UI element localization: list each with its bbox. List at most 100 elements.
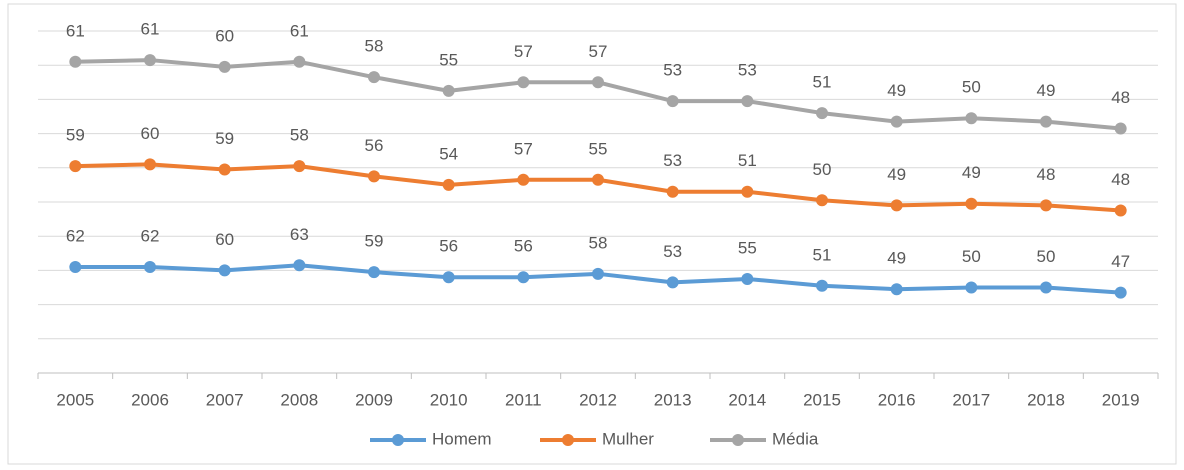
data-label: 55	[439, 50, 458, 69]
x-tick-label: 2006	[131, 390, 169, 409]
point	[1040, 199, 1052, 212]
legend-marker	[392, 434, 404, 446]
x-tick-label: 2018	[1027, 390, 1065, 409]
point	[517, 271, 530, 284]
x-tick-label: 2014	[728, 390, 766, 409]
point	[890, 115, 903, 128]
point	[368, 170, 380, 183]
data-label: 51	[813, 73, 832, 92]
point	[144, 260, 156, 273]
data-label: 57	[589, 42, 608, 61]
x-tick-label: 2007	[206, 390, 244, 409]
x-tick-label: 2010	[430, 390, 468, 409]
data-label: 48	[1111, 88, 1130, 107]
data-label: 47	[1111, 252, 1130, 271]
data-label: 53	[663, 151, 682, 170]
point	[218, 60, 231, 73]
data-label: 63	[290, 225, 309, 244]
point	[1114, 204, 1127, 217]
data-label: 51	[738, 151, 757, 170]
point	[368, 71, 380, 84]
point	[1114, 286, 1127, 299]
x-tick-label: 2008	[280, 390, 318, 409]
data-label: 48	[1037, 165, 1056, 184]
point	[666, 95, 679, 108]
point	[293, 160, 306, 173]
x-tick-label: 2013	[654, 390, 692, 409]
point	[741, 272, 754, 285]
point	[592, 173, 604, 186]
data-label: 54	[439, 144, 458, 163]
point	[144, 54, 156, 67]
data-label: 56	[365, 136, 384, 155]
x-tick-label: 2019	[1102, 390, 1140, 409]
data-label: 60	[215, 26, 234, 45]
data-label: 58	[589, 233, 608, 252]
data-label: 56	[439, 237, 458, 256]
data-label: 50	[962, 247, 981, 266]
point	[741, 95, 754, 108]
legend-label: Homem	[432, 429, 492, 448]
point	[592, 267, 604, 280]
point	[293, 259, 306, 272]
point	[218, 264, 231, 277]
point	[741, 185, 754, 198]
point	[965, 281, 978, 294]
point	[69, 160, 82, 173]
point	[442, 271, 455, 284]
point	[890, 199, 903, 212]
point	[666, 185, 679, 198]
data-label: 57	[514, 139, 533, 158]
data-label: 53	[663, 61, 682, 80]
point	[1040, 281, 1052, 294]
legend-label: Mulher	[602, 429, 654, 448]
data-label: 49	[887, 165, 906, 184]
point	[218, 163, 231, 176]
data-label: 53	[663, 242, 682, 261]
data-label: 56	[514, 237, 533, 256]
data-label: 61	[290, 21, 309, 40]
point	[816, 107, 828, 120]
point	[592, 76, 604, 89]
data-label: 62	[141, 226, 160, 245]
data-label: 49	[1037, 81, 1056, 100]
data-label: 49	[887, 249, 906, 268]
point	[69, 55, 82, 68]
point	[293, 55, 306, 68]
data-label: 57	[514, 42, 533, 61]
x-tick-label: 2011	[505, 390, 542, 409]
data-label: 49	[962, 163, 981, 182]
data-label: 59	[365, 232, 384, 251]
point	[965, 112, 978, 125]
data-label: 60	[215, 230, 234, 249]
x-tick-label: 2015	[803, 390, 841, 409]
data-label: 62	[66, 226, 85, 245]
point	[816, 279, 828, 292]
x-tick-label: 2017	[952, 390, 990, 409]
point	[442, 84, 455, 97]
data-label: 53	[738, 61, 757, 80]
data-label: 59	[215, 129, 234, 148]
legend-marker	[732, 434, 744, 446]
data-label: 50	[813, 160, 832, 179]
x-tick-label: 2012	[579, 390, 617, 409]
data-label: 59	[66, 126, 85, 145]
x-tick-label: 2005	[56, 390, 94, 409]
point	[1114, 122, 1127, 135]
data-label: 61	[141, 20, 160, 39]
data-label: 49	[887, 81, 906, 100]
x-tick-label: 2009	[355, 390, 393, 409]
data-label: 51	[813, 245, 832, 264]
point	[69, 260, 82, 273]
point	[517, 173, 530, 186]
point	[368, 266, 380, 279]
data-label: 58	[365, 37, 384, 56]
point	[666, 276, 679, 289]
data-label: 58	[290, 126, 309, 145]
point	[144, 158, 156, 171]
data-label: 55	[589, 139, 608, 158]
point	[890, 283, 903, 296]
point	[442, 178, 455, 191]
point	[517, 76, 530, 89]
data-label: 61	[66, 21, 85, 40]
